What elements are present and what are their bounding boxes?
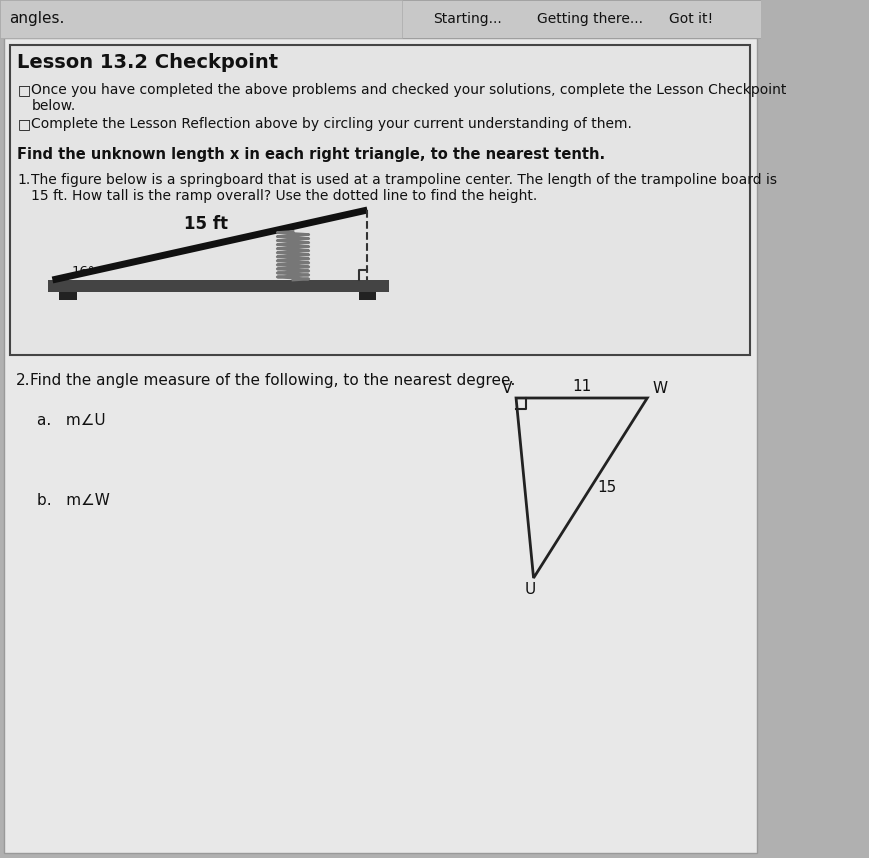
Text: □: □ xyxy=(17,117,30,131)
Text: Starting...: Starting... xyxy=(433,12,501,26)
Text: W: W xyxy=(652,381,667,396)
Text: b.   m∠W: b. m∠W xyxy=(36,493,109,508)
Text: Getting there...: Getting there... xyxy=(537,12,643,26)
Text: Find the unknown length x in each right triangle, to the nearest tenth.: Find the unknown length x in each right … xyxy=(17,147,605,162)
Text: 15: 15 xyxy=(597,480,616,496)
Text: U: U xyxy=(524,582,535,597)
Bar xyxy=(358,292,375,300)
Text: 2.: 2. xyxy=(16,373,30,388)
Text: below.: below. xyxy=(31,99,76,113)
Text: □: □ xyxy=(17,83,30,97)
Bar xyxy=(10,45,750,355)
Bar xyxy=(59,292,76,300)
Text: Complete the Lesson Reflection above by circling your current understanding of t: Complete the Lesson Reflection above by … xyxy=(31,117,632,131)
Text: 16°: 16° xyxy=(71,265,95,278)
Bar xyxy=(48,280,388,292)
Bar xyxy=(0,0,401,38)
Text: The figure below is a springboard that is used at a trampoline center. The lengt: The figure below is a springboard that i… xyxy=(31,173,777,187)
Text: a.   m∠U: a. m∠U xyxy=(36,413,105,428)
Text: 15 ft. How tall is the ramp overall? Use the dotted line to find the height.: 15 ft. How tall is the ramp overall? Use… xyxy=(31,189,537,203)
Text: 1.: 1. xyxy=(17,173,30,187)
Text: Find the angle measure of the following, to the nearest degree.: Find the angle measure of the following,… xyxy=(30,373,514,388)
Bar xyxy=(0,0,760,38)
Text: 11: 11 xyxy=(572,379,591,394)
Text: V: V xyxy=(501,381,512,396)
Text: Once you have completed the above problems and checked your solutions, complete : Once you have completed the above proble… xyxy=(31,83,786,97)
Text: angles.: angles. xyxy=(9,11,64,27)
Text: Lesson 13.2 Checkpoint: Lesson 13.2 Checkpoint xyxy=(17,53,278,72)
Text: Got it!: Got it! xyxy=(668,12,713,26)
Text: 15 ft: 15 ft xyxy=(183,215,228,233)
